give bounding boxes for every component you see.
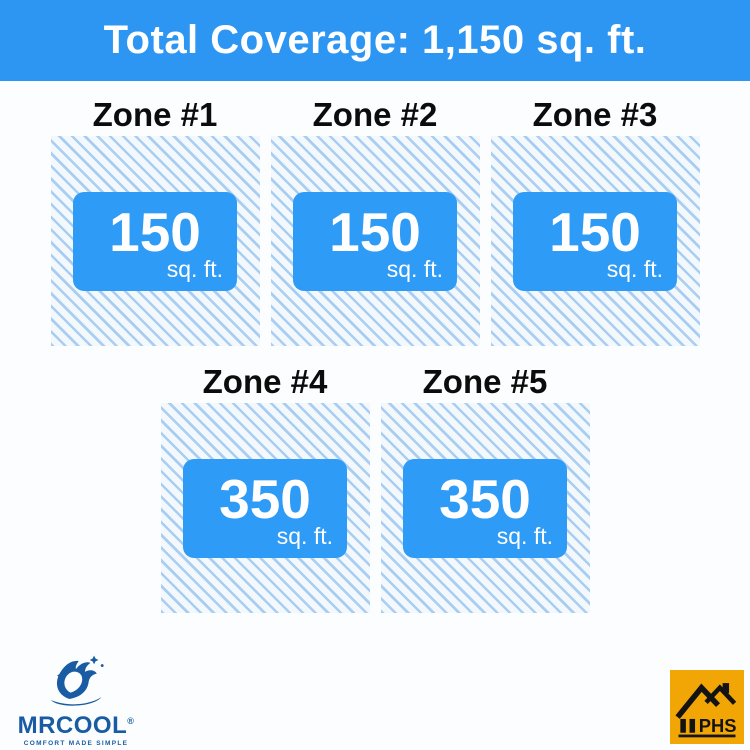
zone-2: Zone #2 150 sq. ft.: [270, 94, 480, 346]
zone-3-coverage-area: 150 sq. ft.: [490, 136, 700, 346]
zone-4: Zone #4 350 sq. ft.: [160, 361, 370, 613]
mrcool-wordmark-text: MRCOOL: [17, 712, 128, 739]
mrcool-tagline: COMFORT MADE SIMPLE: [23, 740, 129, 747]
penguin-icon: [50, 655, 104, 706]
zone-1-title: Zone #1: [92, 96, 218, 133]
zone-2-coverage-area: 150 sq. ft.: [270, 136, 480, 346]
total-coverage-title: Total Coverage: 1,150 sq. ft.: [103, 18, 647, 62]
mrcool-wordmark: MRCOOL®: [14, 709, 138, 738]
zone-2-coverage-unit: sq. ft.: [386, 255, 443, 282]
zone-4-coverage-area: 350 sq. ft.: [160, 403, 370, 613]
zone-1: Zone #1 150 sq. ft.: [50, 94, 260, 346]
total-coverage-banner: Total Coverage: 1,150 sq. ft.: [0, 0, 750, 81]
zone-5-coverage-value: 350: [439, 467, 531, 530]
zone-5-coverage-card: 350 sq. ft.: [403, 458, 567, 558]
zone-3-coverage-value: 150: [549, 200, 641, 263]
zone-5-coverage-unit: sq. ft.: [496, 522, 553, 549]
zone-1-coverage-area: 150 sq. ft.: [50, 136, 260, 346]
zone-3-coverage-card: 150 sq. ft.: [513, 191, 677, 291]
zone-5-coverage-area: 350 sq. ft.: [380, 403, 590, 613]
zone-4-coverage-unit: sq. ft.: [276, 522, 333, 549]
zone-2-coverage-card: 150 sq. ft.: [293, 191, 457, 291]
zone-4-coverage-value: 350: [219, 467, 311, 530]
zone-4-coverage-card: 350 sq. ft.: [183, 458, 347, 558]
zones-row-1: Zone #1 150 sq. ft. Zone #2 150 sq. ft. …: [0, 94, 750, 346]
zone-3: Zone #3 150 sq. ft.: [490, 94, 700, 346]
mrcool-logo: MRCOOL® COMFORT MADE SIMPLE: [14, 652, 138, 747]
footer: MRCOOL® COMFORT MADE SIMPLE PHS: [0, 640, 750, 750]
zone-5: Zone #5 350 sq. ft.: [380, 361, 590, 613]
phs-label: PHS: [699, 715, 737, 736]
house-roof-icon: PHS: [675, 683, 737, 738]
zone-3-coverage-unit: sq. ft.: [606, 255, 663, 282]
zone-2-coverage-value: 150: [329, 200, 421, 263]
zones-row-2: Zone #4 350 sq. ft. Zone #5 350 sq. ft.: [0, 361, 750, 613]
phs-logo: PHS: [670, 670, 744, 744]
zone-2-title: Zone #2: [312, 96, 438, 133]
zone-1-coverage-card: 150 sq. ft.: [73, 191, 237, 291]
zone-1-coverage-unit: sq. ft.: [166, 255, 223, 282]
zone-5-title: Zone #5: [422, 363, 548, 400]
registered-mark: ®: [127, 716, 135, 726]
zone-3-title: Zone #3: [532, 96, 658, 133]
zone-1-coverage-value: 150: [109, 200, 201, 263]
zone-4-title: Zone #4: [202, 363, 328, 400]
